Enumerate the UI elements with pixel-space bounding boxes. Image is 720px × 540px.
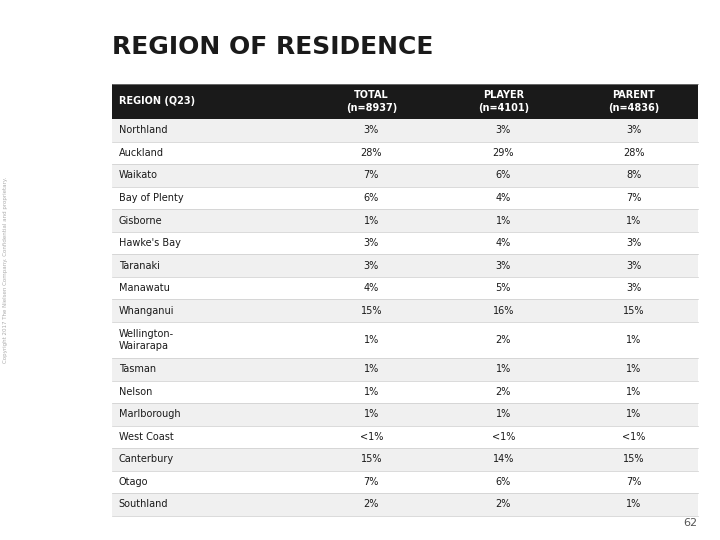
- Text: 5%: 5%: [495, 283, 511, 293]
- Text: Tasman: Tasman: [119, 364, 156, 374]
- Text: 2%: 2%: [495, 500, 511, 509]
- Text: 28%: 28%: [361, 148, 382, 158]
- Text: 1%: 1%: [364, 335, 379, 345]
- Text: 3%: 3%: [364, 238, 379, 248]
- Text: Auckland: Auckland: [119, 148, 163, 158]
- Text: Bay of Plenty: Bay of Plenty: [119, 193, 184, 203]
- Text: 1%: 1%: [626, 215, 642, 226]
- Text: 1%: 1%: [364, 387, 379, 397]
- Text: Taranaki: Taranaki: [119, 261, 160, 271]
- Text: 1%: 1%: [626, 335, 642, 345]
- Text: <1%: <1%: [359, 432, 383, 442]
- Text: 28%: 28%: [623, 148, 644, 158]
- Text: 8%: 8%: [626, 171, 642, 180]
- Bar: [112, 119, 698, 141]
- Bar: [112, 187, 698, 210]
- Text: Manawatu: Manawatu: [119, 283, 169, 293]
- Bar: [112, 277, 698, 299]
- Bar: [112, 141, 698, 164]
- Text: 7%: 7%: [364, 477, 379, 487]
- Bar: [112, 232, 698, 254]
- Text: Northland: Northland: [119, 125, 167, 136]
- Text: 1%: 1%: [364, 215, 379, 226]
- Text: 14%: 14%: [492, 454, 514, 464]
- Text: Otago: Otago: [119, 477, 148, 487]
- Text: 3%: 3%: [364, 125, 379, 136]
- Text: PARENT
(n=4836): PARENT (n=4836): [608, 90, 660, 113]
- Text: 1%: 1%: [495, 409, 511, 419]
- Text: 3%: 3%: [626, 261, 642, 271]
- Text: 1%: 1%: [626, 409, 642, 419]
- Text: 15%: 15%: [361, 454, 382, 464]
- Text: Canterbury: Canterbury: [119, 454, 174, 464]
- Text: 29%: 29%: [492, 148, 514, 158]
- Text: 3%: 3%: [626, 125, 642, 136]
- Text: Gisborne: Gisborne: [119, 215, 162, 226]
- Bar: [112, 299, 698, 322]
- Bar: [112, 84, 698, 119]
- Text: 3%: 3%: [495, 125, 511, 136]
- Bar: [112, 403, 698, 426]
- Text: <1%: <1%: [492, 432, 515, 442]
- Text: Whanganui: Whanganui: [119, 306, 174, 316]
- Text: Hawke's Bay: Hawke's Bay: [119, 238, 181, 248]
- Bar: [112, 164, 698, 187]
- Text: 6%: 6%: [364, 193, 379, 203]
- Text: 3%: 3%: [626, 283, 642, 293]
- Text: 1%: 1%: [626, 364, 642, 374]
- Text: Nelson: Nelson: [119, 387, 152, 397]
- Text: 1%: 1%: [626, 387, 642, 397]
- Text: 4%: 4%: [495, 238, 511, 248]
- Text: 7%: 7%: [626, 193, 642, 203]
- Bar: [112, 210, 698, 232]
- Text: 1%: 1%: [364, 409, 379, 419]
- Text: TOTAL
(n=8937): TOTAL (n=8937): [346, 90, 397, 113]
- Text: 15%: 15%: [623, 454, 644, 464]
- Text: 4%: 4%: [495, 193, 511, 203]
- Text: Marlborough: Marlborough: [119, 409, 180, 419]
- Text: 1%: 1%: [364, 364, 379, 374]
- Text: 6%: 6%: [495, 171, 511, 180]
- Text: 3%: 3%: [626, 238, 642, 248]
- Text: REGION (Q23): REGION (Q23): [119, 97, 195, 106]
- Bar: [112, 448, 698, 471]
- Bar: [112, 322, 698, 358]
- Text: n: n: [691, 13, 701, 27]
- Bar: [112, 471, 698, 493]
- Text: 15%: 15%: [623, 306, 644, 316]
- Bar: [112, 381, 698, 403]
- Text: Copyright 2017 The Nielsen Company. Confidential and proprietary.: Copyright 2017 The Nielsen Company. Conf…: [4, 177, 8, 363]
- Bar: [112, 493, 698, 516]
- Text: 7%: 7%: [364, 171, 379, 180]
- Text: 15%: 15%: [361, 306, 382, 316]
- Text: <1%: <1%: [622, 432, 646, 442]
- Text: 1%: 1%: [626, 500, 642, 509]
- Text: 4%: 4%: [364, 283, 379, 293]
- Text: 1%: 1%: [495, 215, 511, 226]
- Text: Wellington-
Wairarapa: Wellington- Wairarapa: [119, 329, 174, 351]
- Text: 3%: 3%: [364, 261, 379, 271]
- Text: 16%: 16%: [492, 306, 514, 316]
- Text: PLAYER
(n=4101): PLAYER (n=4101): [478, 90, 529, 113]
- Text: Waikato: Waikato: [119, 171, 158, 180]
- Bar: [112, 254, 698, 277]
- Text: 2%: 2%: [364, 500, 379, 509]
- Text: 1%: 1%: [495, 364, 511, 374]
- Text: 3%: 3%: [495, 261, 511, 271]
- Text: 7%: 7%: [626, 477, 642, 487]
- Text: 62: 62: [683, 518, 697, 528]
- Bar: [112, 358, 698, 381]
- Text: 2%: 2%: [495, 335, 511, 345]
- Bar: [112, 426, 698, 448]
- Text: Southland: Southland: [119, 500, 168, 509]
- Text: 2%: 2%: [495, 387, 511, 397]
- Text: West Coast: West Coast: [119, 432, 174, 442]
- Text: 6%: 6%: [495, 477, 511, 487]
- Text: REGION OF RESIDENCE: REGION OF RESIDENCE: [112, 35, 433, 59]
